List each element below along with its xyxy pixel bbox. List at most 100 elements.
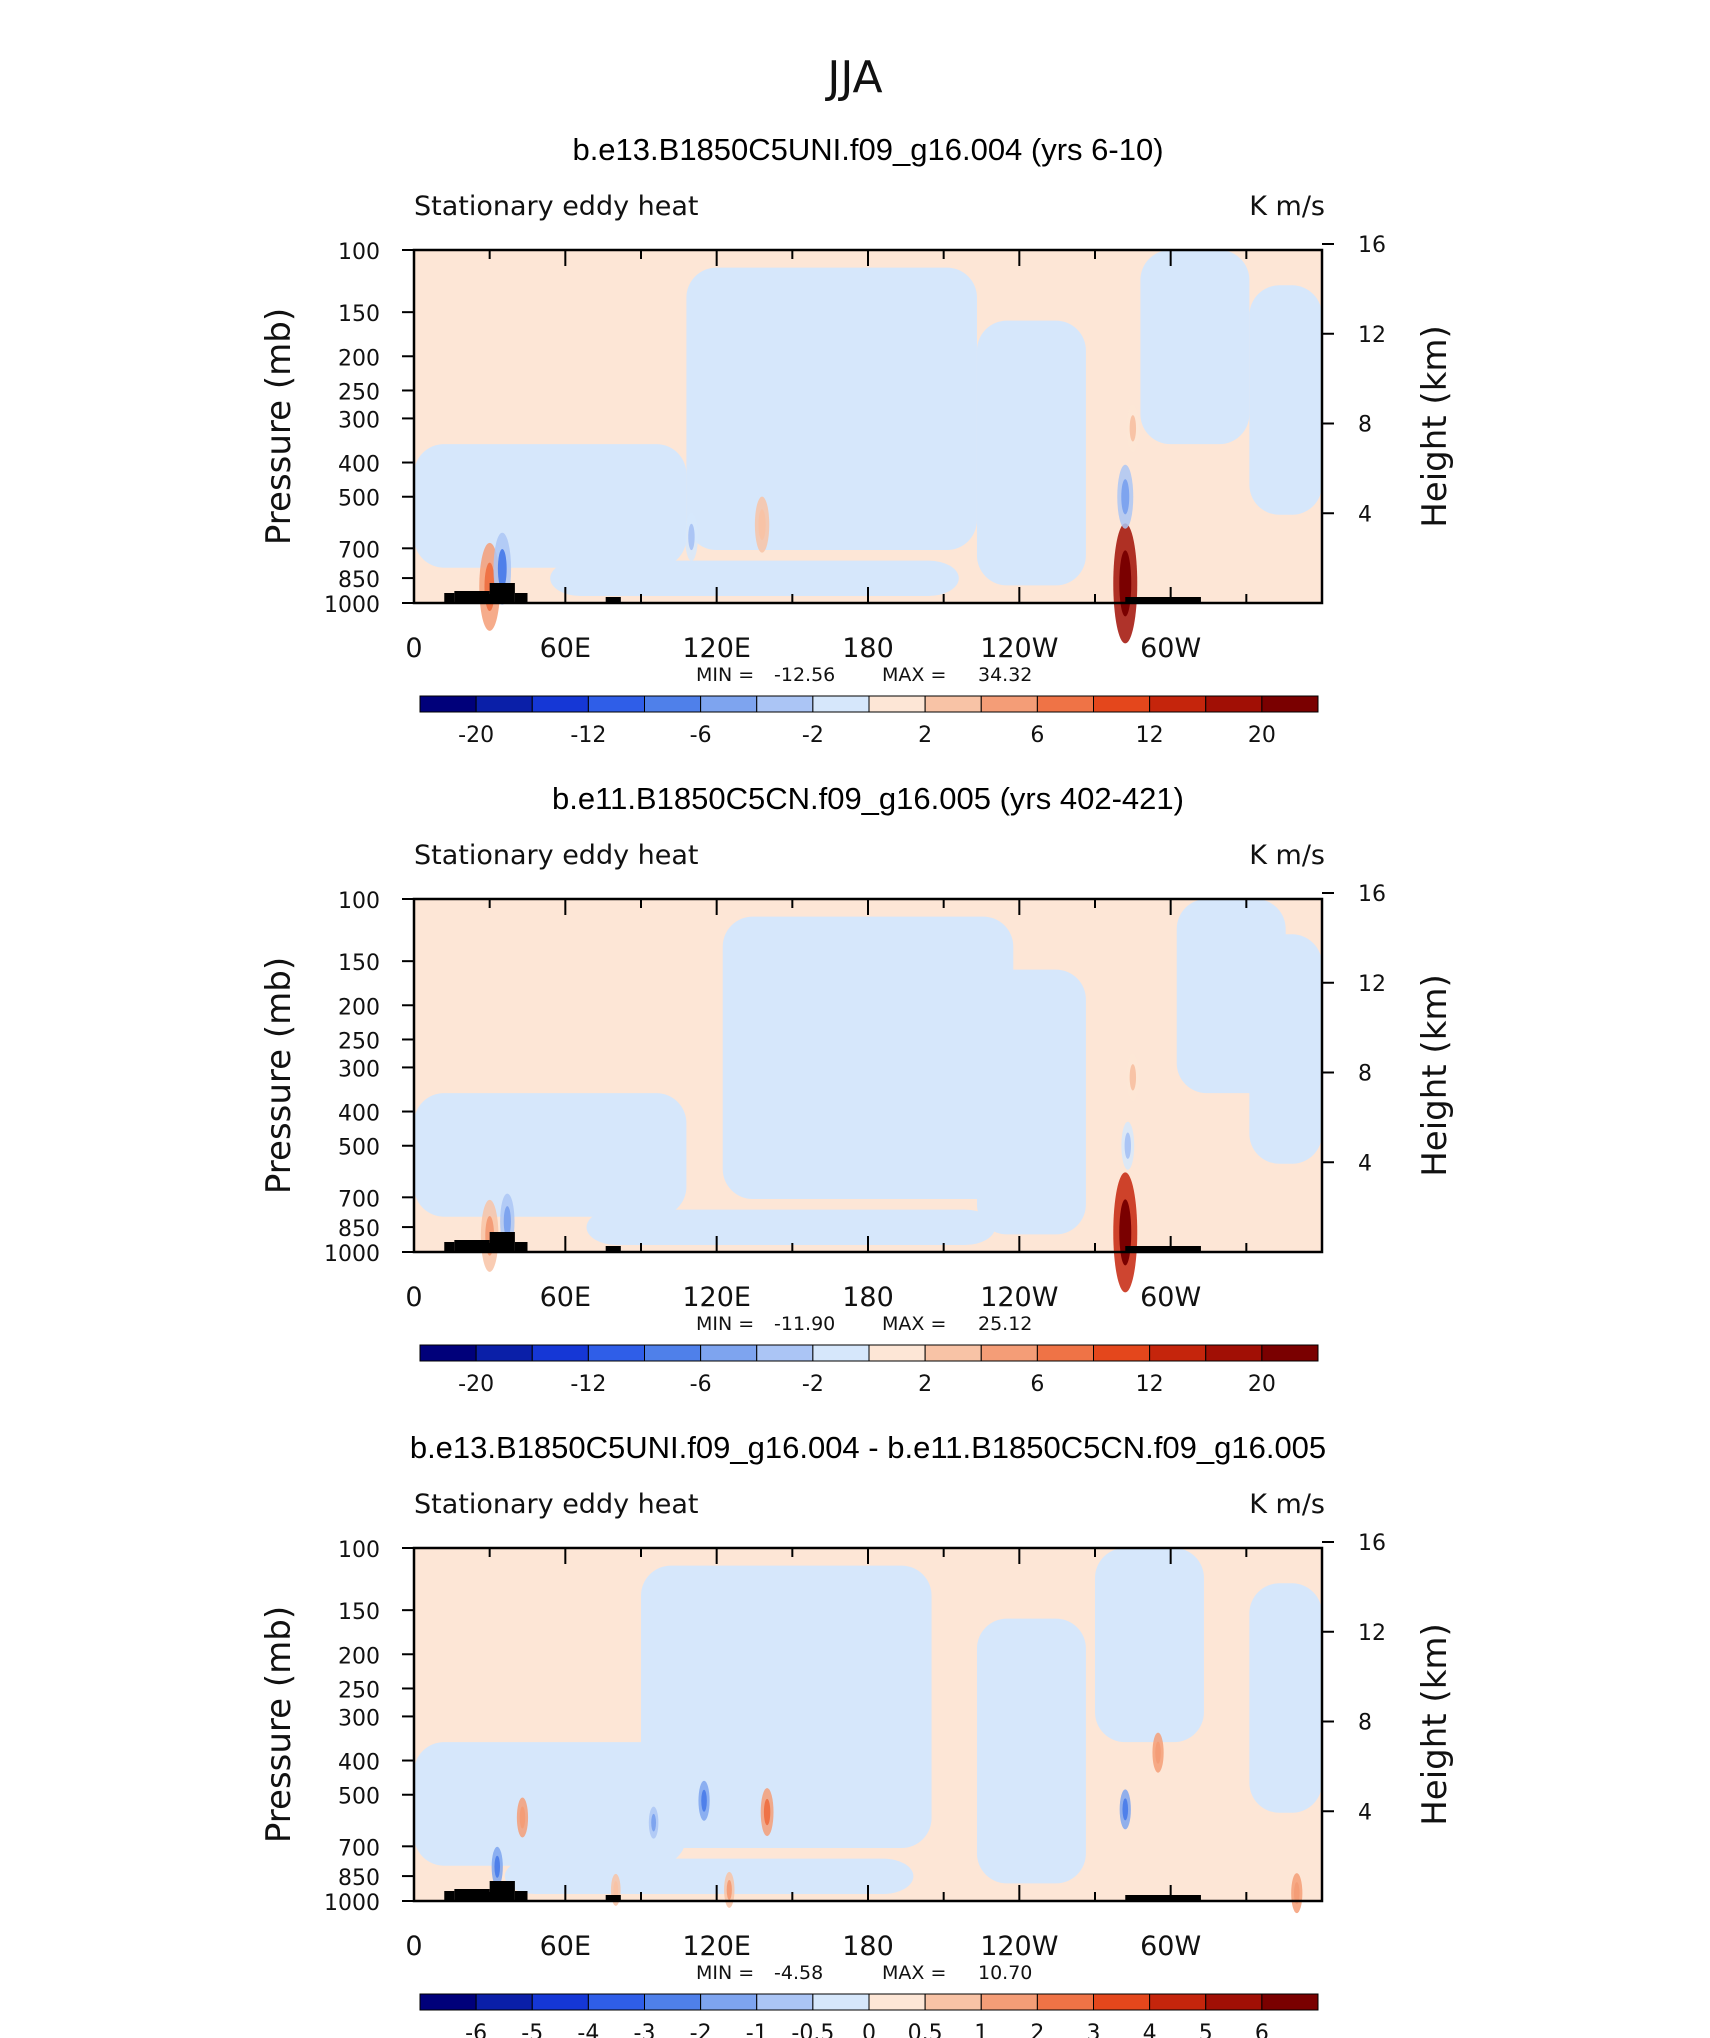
colorbar-box <box>1205 1993 1263 2011</box>
x-tick-label: 120E <box>682 1931 751 1962</box>
y-axis-label: Pressure (mb) <box>259 957 299 1194</box>
colorbar-box <box>1093 1993 1151 2011</box>
colorbar-label: -6 <box>690 1372 712 1397</box>
colorbar-box <box>812 1993 870 2011</box>
y2-tick-label: 8 <box>1358 413 1372 438</box>
topography-mask <box>1125 1895 1201 1901</box>
colorbar-box <box>868 695 926 713</box>
field-anomaly-core <box>519 1806 526 1829</box>
y-axis-label: Pressure (mb) <box>259 1606 299 1843</box>
x-tick-label: 120W <box>980 1931 1058 1962</box>
colorbar-box <box>419 1344 477 1362</box>
topography-mask <box>605 597 621 603</box>
negative-region <box>976 1618 1086 1884</box>
x-tick-label: 60E <box>540 1282 591 1313</box>
field-anomaly-core <box>1129 1064 1137 1091</box>
y-tick-label: 250 <box>338 380 380 405</box>
y-tick-label: 100 <box>338 1538 380 1563</box>
y2-tick-label: 12 <box>1358 972 1386 997</box>
panel-3: b.e13.B1850C5UNI.f09_g16.004 - b.e11.B18… <box>259 1430 1455 2038</box>
y-tick-label: 250 <box>338 1678 380 1703</box>
y2-tick-label: 12 <box>1358 1621 1386 1646</box>
y-tick-label: 400 <box>338 453 380 478</box>
colorbar-box <box>531 1993 589 2011</box>
y-tick-label: 100 <box>338 240 380 265</box>
y-axis-label: Pressure (mb) <box>259 308 299 545</box>
colorbar-box <box>475 1344 533 1362</box>
y-tick-label: 850 <box>338 568 380 593</box>
left-string: Stationary eddy heat <box>414 191 699 222</box>
y-tick-label: 200 <box>338 995 380 1020</box>
field-anomaly-core <box>758 509 766 541</box>
y-tick-label: 400 <box>338 1751 380 1776</box>
x-tick-label: 0 <box>405 1931 422 1962</box>
topography-mask <box>454 1889 490 1901</box>
colorbar-label: -6 <box>690 723 712 748</box>
topography-mask <box>514 593 528 603</box>
colorbar-label: -1 <box>746 2021 768 2038</box>
negative-region <box>976 320 1086 586</box>
colorbar-box <box>756 1344 814 1362</box>
colorbar-label: 5 <box>1199 2021 1213 2038</box>
colorbar-box <box>419 1993 477 2011</box>
colorbar-label: 2 <box>918 1372 932 1397</box>
y-tick-label: 250 <box>338 1029 380 1054</box>
y2-tick-label: 16 <box>1358 882 1386 907</box>
colorbar-box <box>644 695 702 713</box>
x-tick-label: 60W <box>1140 633 1201 664</box>
colorbar-label: -0.5 <box>791 2021 834 2038</box>
panel-title: b.e13.B1850C5UNI.f09_g16.004 (yrs 6-10) <box>572 132 1163 167</box>
colorbar-box <box>587 1993 645 2011</box>
units-label: K m/s <box>1249 840 1325 871</box>
y-tick-label: 850 <box>338 1866 380 1891</box>
topography-mask <box>514 1242 528 1252</box>
negative-region <box>686 267 977 551</box>
colorbar-box <box>1205 1344 1263 1362</box>
colorbar-label: 3 <box>1087 2021 1101 2038</box>
max-value: 34.32 <box>978 664 1032 686</box>
topography-mask <box>444 1242 455 1252</box>
negative-region <box>1249 1583 1322 1813</box>
colorbar-box <box>700 1344 758 1362</box>
y-tick-label: 700 <box>338 1836 380 1861</box>
negative-region <box>722 916 1014 1200</box>
topography-mask <box>489 1232 515 1252</box>
colorbar-box <box>1093 1344 1151 1362</box>
units-label: K m/s <box>1249 1489 1325 1520</box>
colorbar-box <box>1036 695 1094 713</box>
colorbar-label: -2 <box>802 723 824 748</box>
x-tick-label: 60W <box>1140 1282 1201 1313</box>
left-string: Stationary eddy heat <box>414 840 699 871</box>
negative-region <box>1140 250 1250 445</box>
colorbar-label: -2 <box>690 2021 712 2038</box>
colorbar-box <box>419 695 477 713</box>
y2-tick-label: 4 <box>1358 502 1372 527</box>
y-tick-label: 200 <box>338 346 380 371</box>
topography-mask <box>605 1895 621 1901</box>
colorbar-box <box>1149 695 1207 713</box>
y-tick-label: 500 <box>338 487 380 512</box>
x-tick-label: 0 <box>405 633 422 664</box>
topography-mask <box>605 1246 621 1252</box>
field-anomaly-core <box>701 1789 707 1812</box>
field-anomaly-core <box>1119 550 1132 617</box>
figure-title: JJA <box>824 52 882 103</box>
field-anomaly-core <box>1124 1132 1131 1159</box>
negative-region <box>1249 285 1322 515</box>
colorbar-box <box>868 1344 926 1362</box>
y2-tick-label: 12 <box>1358 323 1386 348</box>
min-label: MIN = <box>696 1313 754 1335</box>
colorbar-box <box>980 695 1038 713</box>
colorbar-box <box>1205 695 1263 713</box>
colorbar-label: 2 <box>918 723 932 748</box>
colorbar-label: -12 <box>570 723 606 748</box>
colorbar-box <box>1261 1993 1319 2011</box>
topography-mask <box>454 1240 490 1252</box>
colorbar-box <box>1261 1344 1319 1362</box>
colorbar-box <box>756 1993 814 2011</box>
negative-region <box>976 969 1086 1235</box>
y-tick-label: 300 <box>338 408 380 433</box>
colorbar-label: 6 <box>1255 2021 1269 2038</box>
colorbar-label: -12 <box>570 1372 606 1397</box>
colorbar-box <box>644 1993 702 2011</box>
